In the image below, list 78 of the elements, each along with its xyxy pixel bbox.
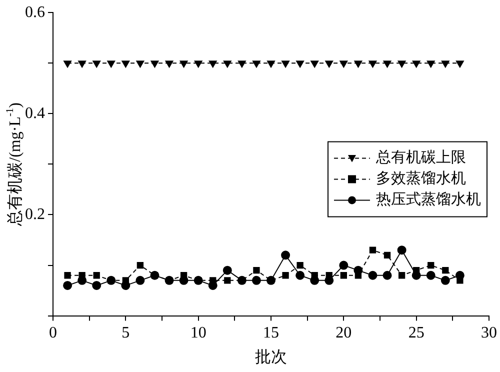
point bbox=[194, 60, 202, 68]
point bbox=[442, 266, 449, 274]
point bbox=[253, 266, 260, 274]
legend-label: 总有机碳上限 bbox=[375, 149, 466, 166]
point bbox=[325, 60, 334, 68]
point bbox=[296, 60, 304, 68]
point bbox=[339, 260, 348, 270]
point bbox=[252, 276, 261, 285]
point bbox=[296, 262, 304, 269]
point bbox=[340, 60, 348, 68]
point bbox=[368, 270, 378, 280]
point bbox=[296, 270, 305, 280]
point bbox=[383, 60, 392, 68]
point bbox=[150, 60, 159, 68]
point bbox=[224, 277, 231, 284]
point bbox=[382, 270, 392, 280]
x-tick-label: 5 bbox=[122, 324, 130, 342]
point bbox=[413, 266, 420, 274]
point bbox=[441, 60, 450, 68]
point bbox=[354, 60, 362, 68]
y-tick-label: 0.6 bbox=[25, 4, 45, 21]
point bbox=[426, 270, 436, 280]
y-axis-title: 总有机碳/(mg·L-1) bbox=[5, 102, 24, 227]
point bbox=[78, 60, 86, 68]
point bbox=[456, 277, 464, 284]
point bbox=[180, 60, 188, 68]
point bbox=[92, 280, 102, 290]
point bbox=[64, 60, 72, 68]
point bbox=[267, 60, 275, 68]
point bbox=[281, 250, 290, 260]
legend-label: 多效蒸馏水机 bbox=[376, 170, 466, 188]
point bbox=[440, 276, 450, 285]
point bbox=[92, 60, 101, 68]
point bbox=[93, 272, 100, 279]
point bbox=[238, 60, 246, 68]
point bbox=[208, 60, 217, 68]
point bbox=[136, 276, 145, 285]
point bbox=[397, 246, 406, 255]
y-tick-label: 0.4 bbox=[25, 104, 45, 122]
point bbox=[282, 272, 289, 279]
point bbox=[78, 272, 86, 279]
y-tick-label: 0.2 bbox=[25, 206, 45, 223]
point bbox=[282, 60, 290, 68]
x-tick-label: 0 bbox=[49, 324, 57, 342]
x-tick-label: 10 bbox=[190, 324, 206, 342]
point bbox=[165, 60, 174, 68]
point bbox=[326, 272, 332, 279]
point bbox=[369, 246, 376, 254]
x-tick-label: 30 bbox=[481, 324, 497, 342]
point bbox=[136, 262, 144, 269]
point bbox=[122, 60, 130, 68]
point bbox=[107, 60, 116, 68]
point bbox=[63, 280, 72, 290]
point bbox=[222, 266, 232, 275]
point bbox=[354, 272, 362, 279]
point bbox=[456, 60, 464, 68]
point bbox=[210, 277, 216, 284]
point bbox=[223, 60, 232, 68]
point bbox=[136, 60, 144, 68]
x-axis-title: 批次 bbox=[255, 349, 287, 366]
legend-label: 热压式蒸馏水机 bbox=[376, 191, 481, 208]
point bbox=[426, 60, 435, 68]
x-tick-label: 25 bbox=[408, 324, 424, 342]
point bbox=[412, 60, 420, 68]
point bbox=[310, 60, 319, 68]
point bbox=[252, 60, 260, 68]
point bbox=[384, 252, 391, 258]
point bbox=[340, 272, 347, 279]
point bbox=[64, 272, 71, 279]
point bbox=[180, 272, 188, 279]
point bbox=[311, 272, 318, 279]
point bbox=[368, 60, 377, 68]
point bbox=[122, 277, 129, 284]
point bbox=[398, 272, 406, 279]
x-tick-label: 20 bbox=[336, 324, 352, 342]
point bbox=[398, 60, 406, 68]
point bbox=[428, 262, 434, 269]
x-tick-label: 15 bbox=[263, 324, 279, 342]
